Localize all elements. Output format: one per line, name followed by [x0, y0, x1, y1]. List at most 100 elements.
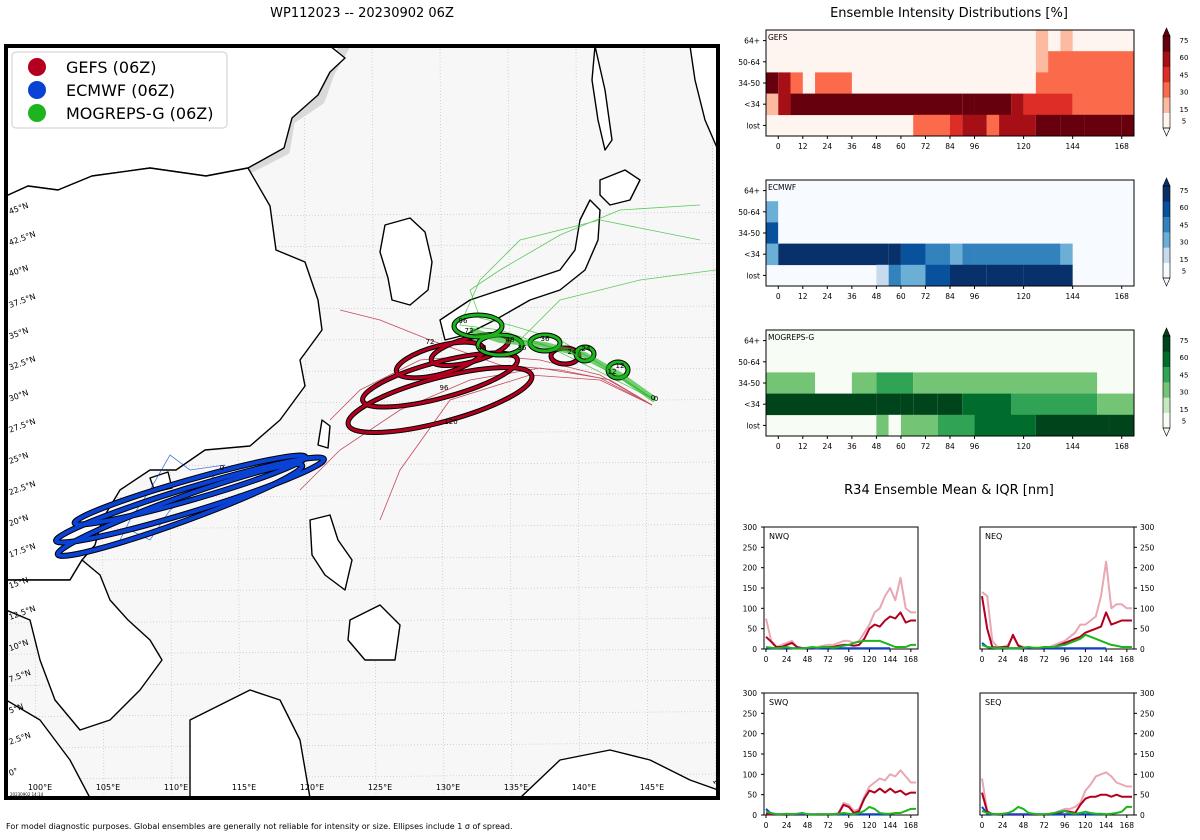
- r34-xtick-label: 24: [782, 821, 792, 830]
- heatmap-xtick-label: 168: [1115, 142, 1130, 151]
- r34-xtick-label: 120: [1078, 821, 1093, 830]
- r34-series-mogreps-g: [981, 633, 1132, 650]
- heatmap-cell: [913, 393, 938, 416]
- r34-panel-nwq: NWQ 0 24 48 72 96 120 144 168 0 50 100 150 200 250 300: [743, 523, 919, 664]
- heatmap-cell: [876, 372, 914, 394]
- intensity-title: Ensemble Intensity Distributions [%]: [830, 6, 1068, 21]
- r34-xtick-label: 168: [1120, 655, 1135, 664]
- heatmap-xtick-label: 48: [872, 142, 882, 151]
- colorbar-segment: [1163, 351, 1170, 367]
- heatmap-ytick-label: 64+: [744, 37, 760, 46]
- gefs-tau-label: 12: [608, 368, 617, 376]
- heatmap-cell: [1011, 393, 1098, 416]
- footnote: For model diagnostic purposes. Global en…: [6, 822, 513, 831]
- heatmap-cell: [888, 264, 901, 287]
- r34-ytick-label: 150: [1140, 750, 1155, 759]
- r34-ytick-label: 300: [743, 523, 758, 532]
- r34-xtick-label: 48: [1019, 821, 1029, 830]
- heatmap-cell: [974, 243, 1061, 266]
- r34-title: R34 Ensemble Mean & IQR [nm]: [844, 483, 1054, 498]
- heatmap-cell: [1011, 93, 1024, 116]
- latitude-label: 0°: [8, 766, 20, 778]
- colorbar-segment: [1163, 186, 1170, 202]
- colorbar-extend-bottom: [1162, 427, 1171, 437]
- r34-panel-label: SWQ: [769, 698, 788, 707]
- colorbar-segment: [1163, 412, 1170, 429]
- longitude-label: 140°E: [572, 783, 596, 792]
- land-japan-honshu: [439, 199, 601, 341]
- heatmap-xtick-label: 144: [1066, 442, 1081, 451]
- r34-panel-label: NWQ: [769, 532, 789, 541]
- mogreps-tau-label: 48: [506, 336, 515, 344]
- r34-xtick-label: 96: [1060, 821, 1070, 830]
- heatmap-cell: [950, 264, 987, 287]
- r34-panel-frame: [763, 526, 919, 650]
- heatmap-ytick-label: 34-50: [738, 379, 760, 388]
- r34-ytick-label: 0: [1140, 645, 1145, 654]
- r34-xtick-label: 48: [1019, 655, 1029, 664]
- heatmap-cell: [1084, 114, 1122, 137]
- heatmap-cell: [1035, 72, 1134, 94]
- r34-ytick-label: 250: [1140, 543, 1155, 552]
- heatmap-cell: [1060, 114, 1085, 137]
- r34-xtick-label: 96: [1060, 655, 1070, 664]
- heatmap-ytick-label: 50-64: [738, 358, 760, 367]
- heatmap-cell: [950, 243, 963, 266]
- colorbar-extend-top: [1162, 177, 1171, 187]
- heatmap-cell: [962, 93, 975, 116]
- heatmap-cell: [950, 114, 963, 137]
- heatmap-xtick-label: 0: [776, 142, 781, 151]
- mogreps-tau-label: 72: [465, 327, 474, 335]
- heatmap-cell: [974, 93, 1012, 116]
- land-malay: [6, 699, 91, 798]
- ecmwf-tau-label: 0: [220, 464, 224, 472]
- land-borneo: [189, 689, 311, 798]
- colorbar-extend-bottom: [1162, 127, 1171, 137]
- colorbar-tick-label: 15: [1180, 406, 1189, 414]
- gefs-tau-label: 24: [568, 348, 577, 356]
- ecmwf-ellipse-fill: [55, 462, 305, 558]
- r34-ytick-label: 200: [1140, 730, 1155, 739]
- heatmap-cell: [900, 264, 926, 287]
- r34-panel-seq: SEQ 0 24 48 72 96 120 144 168 0 50 100 150 200 250 300: [979, 689, 1155, 830]
- r34-xtick-label: 0: [980, 655, 985, 664]
- heatmap-cell: [766, 330, 1134, 352]
- heatmap-cell: [1035, 114, 1061, 137]
- heatmap-cell: [937, 393, 963, 416]
- longitude-label: 135°E: [504, 783, 528, 792]
- colorbar-segment: [1163, 201, 1170, 217]
- heatmap-xtick-label: 12: [798, 292, 808, 301]
- heatmap-ytick-label: lost: [746, 421, 760, 430]
- r34-ytick-label: 100: [1140, 770, 1155, 779]
- gefs-tau-labels: 0 12 24 36 48 72 96 120: [426, 338, 656, 426]
- heatmap-cell: [900, 243, 926, 266]
- map-frame: [4, 44, 720, 800]
- colorbar-segment: [1163, 397, 1170, 413]
- heatmap-mogreps: MOGREPS-G 64+ 50-64 34-50 <34 lost 0 12 24 36 48 60…: [738, 327, 1189, 451]
- heatmap-xtick-label: 84: [945, 142, 955, 151]
- r34-ytick-label: 50: [1140, 625, 1150, 634]
- heatmap-cell: [1023, 93, 1073, 116]
- legend-marker-mogreps: [28, 104, 46, 122]
- r34-ytick-label: 300: [1140, 523, 1155, 532]
- colorbar-extend-bottom: [1162, 277, 1171, 287]
- longitude-label: 115°E: [232, 783, 256, 792]
- heatmap-ytick-label: 50-64: [738, 58, 760, 67]
- legend-label-mogreps: MOGREPS-G (06Z): [66, 104, 213, 123]
- colorbar-segment: [1163, 36, 1170, 52]
- heatmap-cell: [1097, 372, 1134, 394]
- heatmap-cell: [925, 243, 950, 266]
- mogreps-tau-label: 96: [459, 317, 468, 325]
- heatmap-cell: [999, 114, 1036, 137]
- land-luzon: [309, 514, 353, 591]
- heatmap-cell: [766, 372, 816, 394]
- gefs-tau-label: 36: [518, 344, 527, 352]
- heatmap-xtick-label: 84: [945, 292, 955, 301]
- heatmap-cell: [778, 72, 791, 94]
- heatmap-cell: [766, 93, 779, 116]
- r34-series-gefs: [765, 611, 916, 650]
- r34-ytick-label: 50: [747, 625, 757, 634]
- r34-xtick-label: 96: [844, 655, 854, 664]
- r34-panel-label: SEQ: [985, 698, 1001, 707]
